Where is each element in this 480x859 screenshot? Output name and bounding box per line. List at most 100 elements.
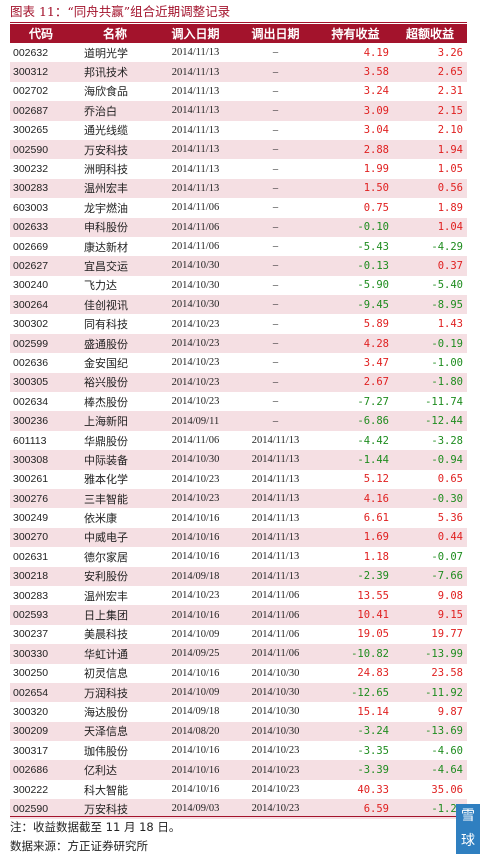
cell-out-date: – — [233, 353, 318, 373]
cell-excess-return: 0.37 — [393, 256, 467, 276]
cell-in-date: 2014/10/30 — [158, 450, 233, 470]
cell-excess-return: 2.15 — [393, 101, 467, 121]
cell-holding-return: -2.39 — [318, 566, 393, 586]
cell-out-date: 2014/10/30 — [233, 682, 318, 703]
cell-out-date: – — [233, 333, 318, 354]
cell-in-date: 2014/10/23 — [158, 469, 233, 489]
cell-out-date: 2014/11/13 — [233, 527, 318, 548]
cell-out-date: 2014/10/23 — [233, 741, 318, 761]
cell-code: 002599 — [10, 333, 72, 354]
cell-excess-return: -11.74 — [393, 392, 467, 412]
cell-name: 邦讯技术 — [72, 62, 158, 82]
cell-excess-return: 23.58 — [393, 663, 467, 683]
cell-name: 中威电子 — [72, 527, 158, 548]
table-row: 300283 温州宏丰 2014/11/13–1.50 0.56 — [10, 178, 467, 199]
cell-excess-return: -12.44 — [393, 411, 467, 431]
cell-name: 裕兴股份 — [72, 372, 158, 393]
cell-code: 300305 — [10, 372, 72, 393]
cell-name: 飞力达 — [72, 275, 158, 296]
cell-name: 依米康 — [72, 508, 158, 528]
bottom-rule — [10, 816, 467, 817]
watermark-logo: 雪 球 — [456, 804, 480, 854]
top-rule — [10, 22, 467, 23]
cell-holding-return: -9.45 — [318, 295, 393, 315]
cell-code: 300250 — [10, 663, 72, 683]
cell-holding-return: 6.61 — [318, 508, 393, 528]
cell-holding-return: -5.43 — [318, 236, 393, 257]
cell-in-date: 2014/10/23 — [158, 488, 233, 509]
cell-holding-return: 15.14 — [318, 702, 393, 722]
cell-name: 温州宏丰 — [72, 585, 158, 606]
cell-excess-return: -13.69 — [393, 721, 467, 742]
cell-name: 海欣食品 — [72, 81, 158, 102]
cell-code: 002654 — [10, 682, 72, 703]
cell-name: 道明光学 — [72, 43, 158, 63]
cell-code: 300261 — [10, 469, 72, 489]
cell-out-date: – — [233, 372, 318, 393]
cell-excess-return: 9.87 — [393, 702, 467, 722]
cell-out-date: 2014/10/23 — [233, 779, 318, 800]
cell-code: 002634 — [10, 392, 72, 412]
cell-holding-return: -10.82 — [318, 644, 393, 664]
cell-code: 300218 — [10, 566, 72, 586]
cell-out-date: 2014/10/23 — [233, 760, 318, 780]
cell-code: 300209 — [10, 721, 72, 742]
cell-out-date: 2014/11/13 — [233, 430, 318, 451]
cell-holding-return: 1.50 — [318, 178, 393, 199]
cell-in-date: 2014/11/13 — [158, 139, 233, 160]
cell-in-date: 2014/11/13 — [158, 159, 233, 179]
cell-out-date: – — [233, 392, 318, 412]
cell-code: 603003 — [10, 198, 72, 218]
cell-out-date: 2014/10/30 — [233, 721, 318, 742]
cell-name: 申科股份 — [72, 217, 158, 237]
cell-holding-return: 1.69 — [318, 527, 393, 548]
cell-code: 300232 — [10, 159, 72, 179]
cell-name: 珈伟股份 — [72, 741, 158, 761]
cell-in-date: 2014/11/13 — [158, 101, 233, 121]
cell-name: 同有科技 — [72, 314, 158, 334]
cell-holding-return: 4.16 — [318, 488, 393, 509]
cell-out-date: – — [233, 62, 318, 82]
table-row: 300330 华虹计通 2014/09/25 2014/11/06 -10.82 -13.… — [10, 644, 467, 664]
table-row: 002590 万安科技 2014/09/03 2014/10/23 6.59 -1.20 — [10, 799, 467, 819]
cell-code: 300312 — [10, 62, 72, 82]
cell-out-date: 2014/10/30 — [233, 663, 318, 683]
cell-holding-return: -6.86 — [318, 411, 393, 431]
cell-code: 300330 — [10, 644, 72, 664]
cell-holding-return: 1.18 — [318, 547, 393, 567]
cell-holding-return: 2.88 — [318, 139, 393, 160]
cell-excess-return: 3.26 — [393, 43, 467, 63]
cell-name: 日上集团 — [72, 605, 158, 625]
cell-name: 宜昌交运 — [72, 256, 158, 276]
cell-in-date: 2014/10/16 — [158, 779, 233, 800]
cell-excess-return: -11.92 — [393, 682, 467, 703]
cell-name: 美晨科技 — [72, 624, 158, 645]
cell-in-date: 2014/10/23 — [158, 372, 233, 393]
table-row: 300240 飞力达 2014/10/30– -5.90 -5.40 — [10, 275, 467, 296]
cell-code: 002590 — [10, 799, 72, 819]
cell-holding-return: 3.09 — [318, 101, 393, 121]
figure-title: 图表 11：“同舟共赢”组合近期调整记录 — [10, 4, 231, 19]
cell-excess-return: -1.00 — [393, 353, 467, 373]
cell-out-date: – — [233, 139, 318, 160]
table-row: 002686 亿利达 2014/10/16 2014/10/23 -3.39 -4.64 — [10, 760, 467, 780]
cell-in-date: 2014/09/25 — [158, 644, 233, 664]
cell-code: 002669 — [10, 236, 72, 257]
cell-name: 通光线缆 — [72, 120, 158, 140]
cell-code: 002686 — [10, 760, 72, 780]
cell-name: 三丰智能 — [72, 488, 158, 509]
cell-name: 亿利达 — [72, 760, 158, 780]
cell-excess-return: 0.56 — [393, 178, 467, 199]
cell-excess-return: 0.44 — [393, 527, 467, 548]
cell-in-date: 2014/11/06 — [158, 236, 233, 257]
cell-in-date: 2014/09/18 — [158, 566, 233, 586]
cell-in-date: 2014/10/23 — [158, 333, 233, 354]
cell-code: 601113 — [10, 430, 72, 451]
cell-name: 雅本化学 — [72, 469, 158, 489]
cell-excess-return: 5.36 — [393, 508, 467, 528]
cell-excess-return: 2.65 — [393, 62, 467, 82]
cell-name: 华鼎股份 — [72, 430, 158, 451]
cell-holding-return: 5.89 — [318, 314, 393, 334]
cell-out-date: – — [233, 81, 318, 102]
table-row: 300237 美晨科技 2014/10/09 2014/11/06 19.05 19.77 — [10, 624, 467, 645]
